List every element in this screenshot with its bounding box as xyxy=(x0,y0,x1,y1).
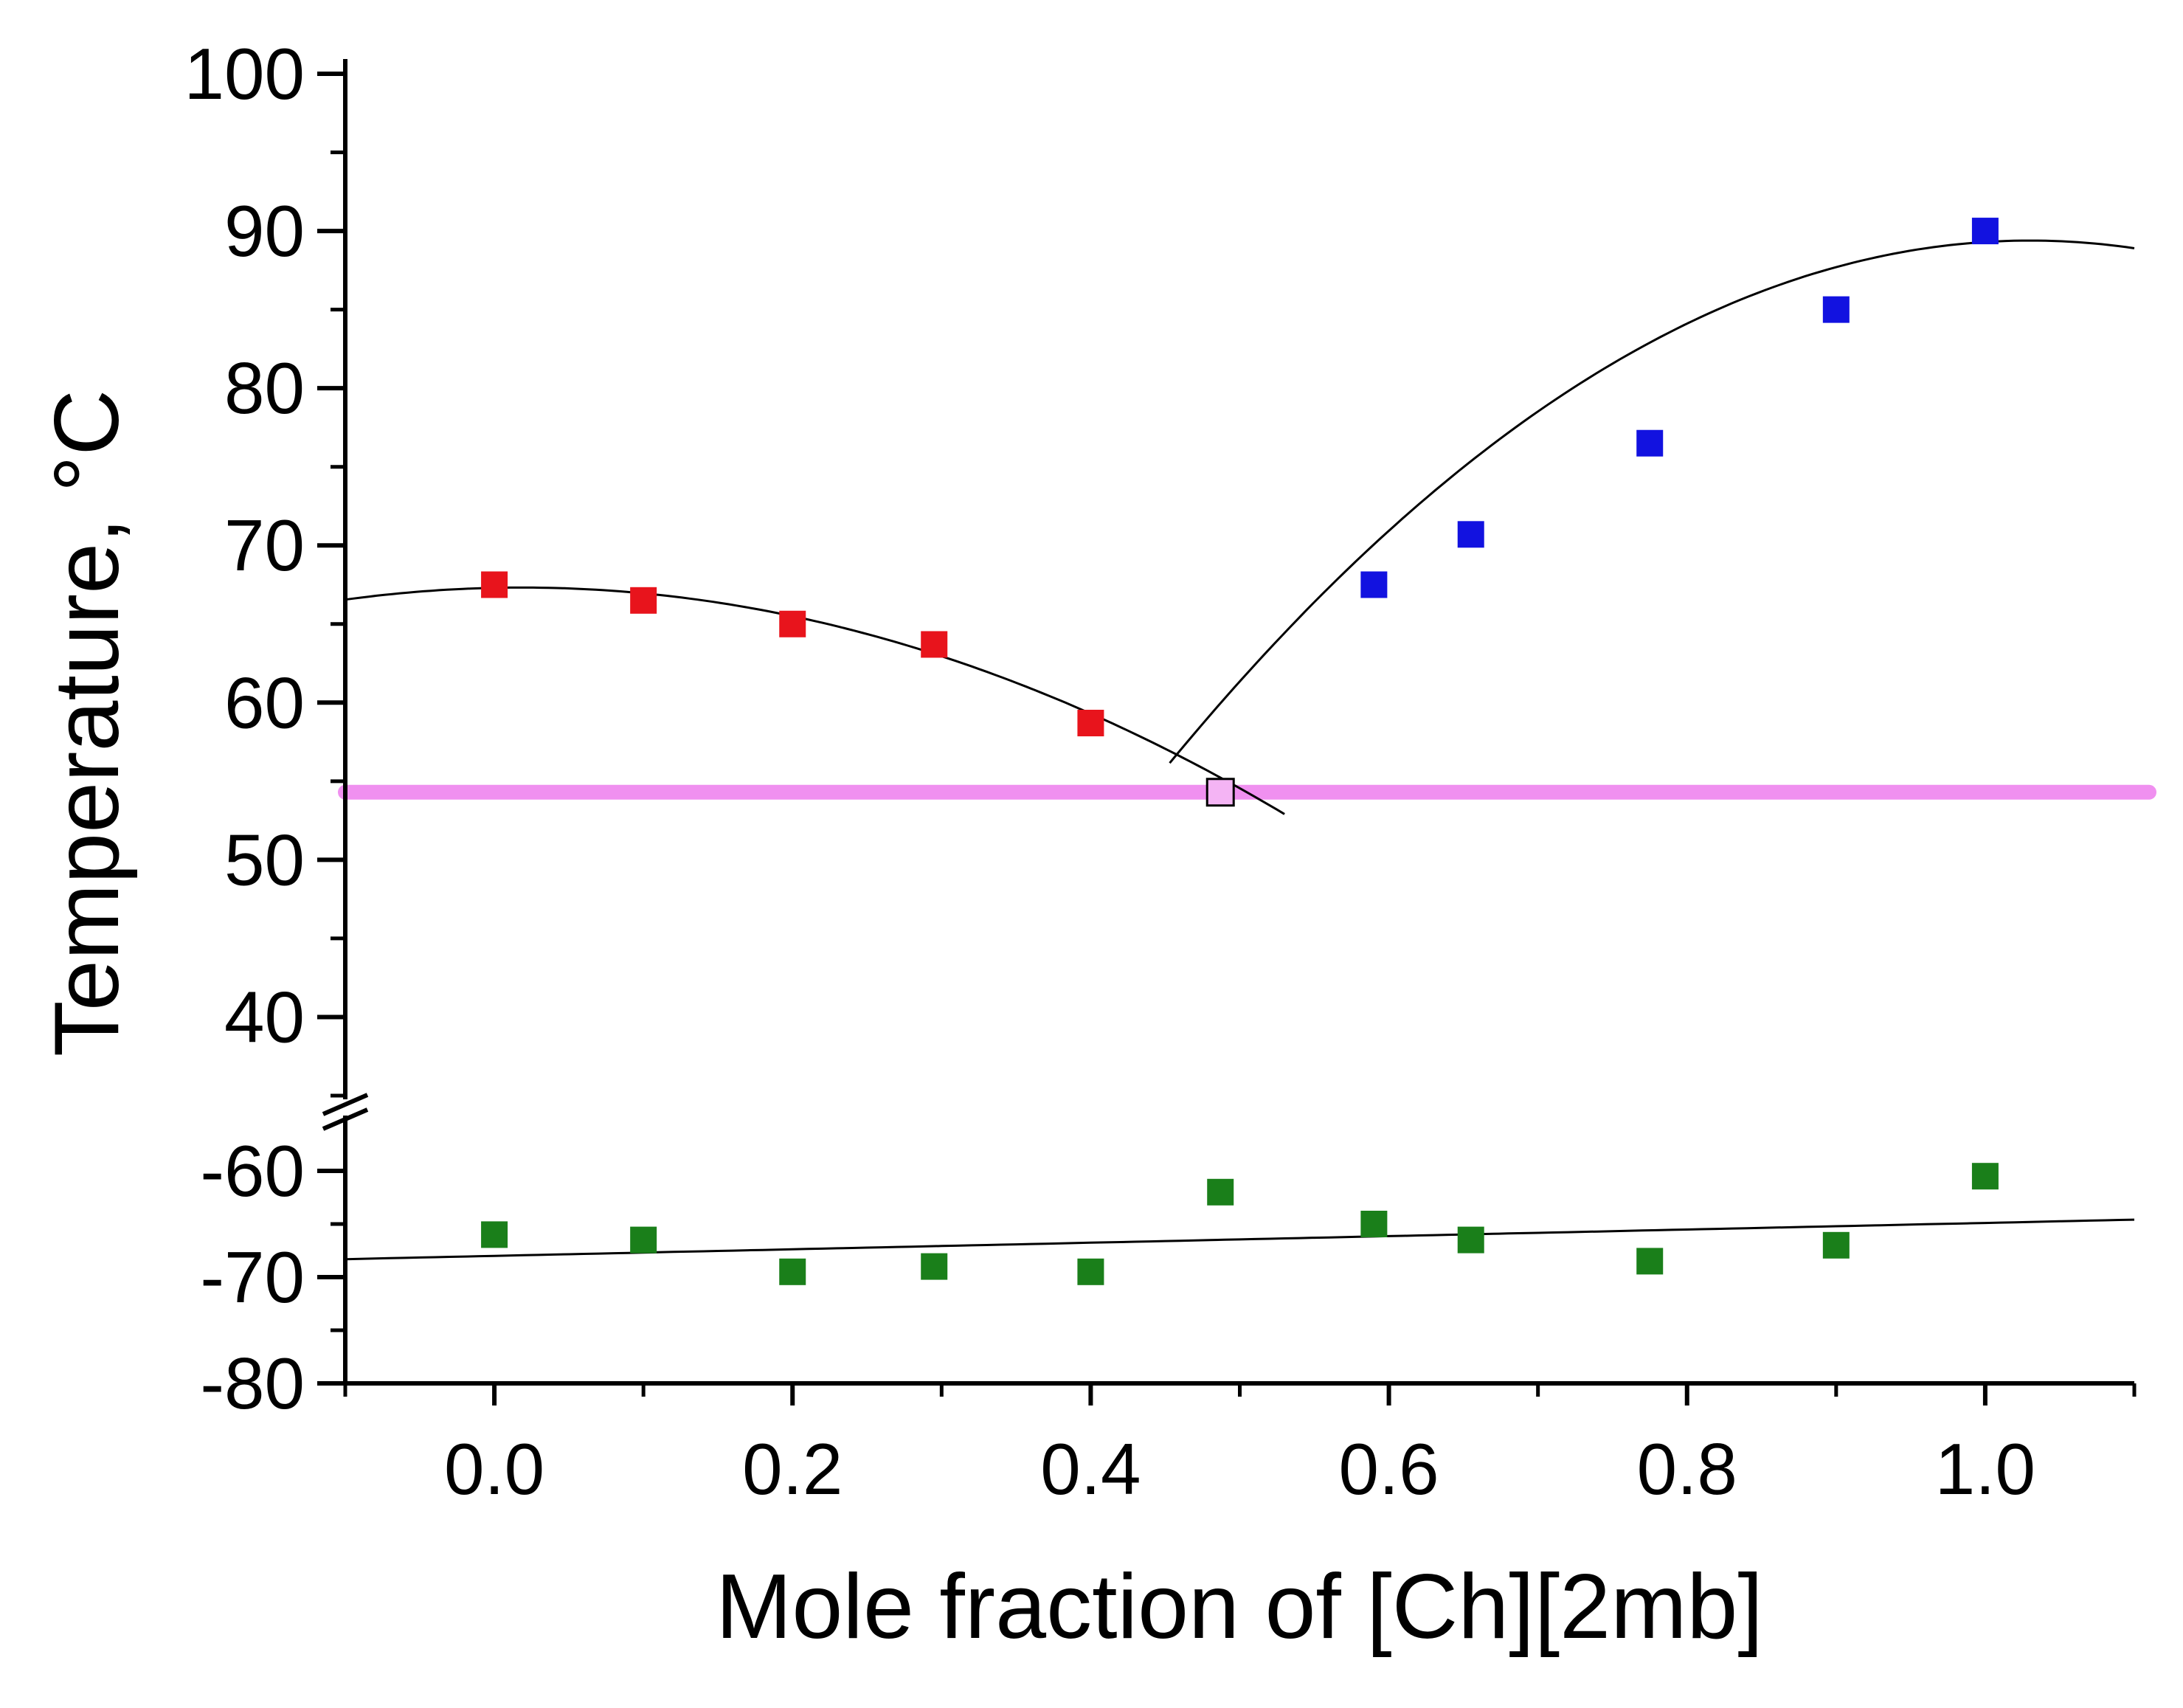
green-data-point xyxy=(921,1253,948,1280)
blue-fit xyxy=(1169,239,2135,764)
data-markers xyxy=(481,218,1999,1285)
axis-break-mark xyxy=(322,1107,369,1131)
y-tick-label: -80 xyxy=(200,1343,305,1424)
green-data-point xyxy=(1822,1231,1850,1259)
blue-data-point xyxy=(1636,429,1664,457)
y-tick-label: 80 xyxy=(224,348,305,429)
green-data-point xyxy=(1636,1248,1664,1275)
red-data-point xyxy=(481,571,508,598)
red-data-point xyxy=(779,610,806,637)
green-data-point xyxy=(481,1221,508,1248)
green-data-point xyxy=(1360,1211,1388,1237)
x-tick-label: 0.0 xyxy=(444,1428,544,1510)
axes: 40 50 60 70 80 90 100 -60 -70 -80 0.0 0.2 0.4 0.6 0.8 1… xyxy=(184,33,2137,1510)
blue-data-point xyxy=(1360,571,1388,598)
blue-data-point xyxy=(1457,521,1484,548)
y-tick-label: 40 xyxy=(224,976,305,1057)
y-tick-label: -70 xyxy=(200,1237,305,1318)
green-data-point xyxy=(1077,1258,1104,1285)
y-tick-label: 70 xyxy=(224,505,305,586)
red-data-point xyxy=(1077,710,1104,737)
green-data-point xyxy=(1207,1178,1234,1206)
blue-data-point xyxy=(1822,296,1850,323)
green-data-point xyxy=(1457,1226,1484,1254)
red-data-point xyxy=(921,631,948,658)
x-tick-label: 1.0 xyxy=(1935,1428,2035,1510)
x-tick-label: 0.4 xyxy=(1040,1428,1141,1510)
red-data-point xyxy=(630,587,657,614)
axis-break-mark xyxy=(322,1093,369,1116)
x-tick-label: 0.6 xyxy=(1338,1428,1439,1510)
y-tick-label: 90 xyxy=(224,190,305,272)
y-axis-title: Temperature, °C xyxy=(36,390,138,1057)
x-axis-title: Mole fraction of [Ch][2mb] xyxy=(716,1556,1763,1658)
red-fit xyxy=(345,586,1285,815)
blue-data-point xyxy=(1971,218,1999,245)
eutectic-point xyxy=(1205,778,1235,807)
green-data-point xyxy=(630,1226,657,1254)
y-tick-label: 50 xyxy=(224,819,305,900)
green-fit xyxy=(345,1218,2135,1261)
fit-lines xyxy=(345,239,2135,1261)
y-tick-label: 60 xyxy=(224,662,305,743)
y-tick-label: 100 xyxy=(184,33,305,114)
x-tick-label: 0.2 xyxy=(742,1428,843,1510)
green-data-point xyxy=(1971,1163,1999,1190)
green-data-point xyxy=(779,1258,806,1285)
y-tick-label: -60 xyxy=(200,1130,305,1211)
x-tick-label: 0.8 xyxy=(1637,1428,1737,1510)
